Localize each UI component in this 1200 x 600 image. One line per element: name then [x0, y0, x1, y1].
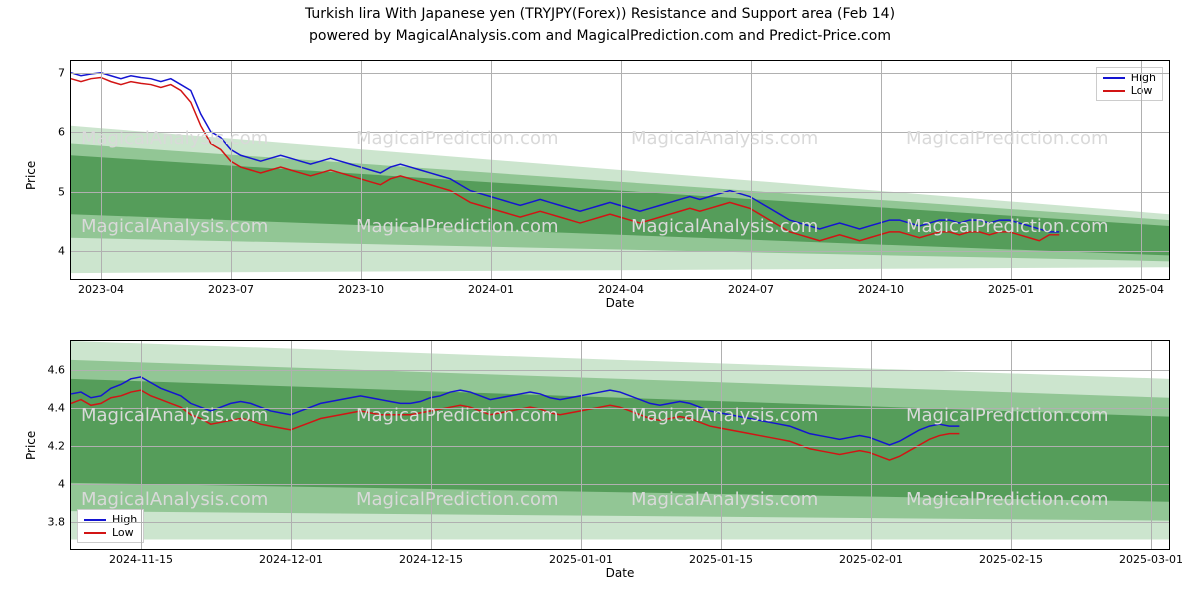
xtick-label: 2024-01	[468, 279, 514, 296]
xtick-label: 2024-11-15	[109, 549, 173, 566]
ytick-label: 4	[58, 478, 71, 491]
legend-row: Low	[84, 526, 137, 539]
top-xlabel: Date	[70, 296, 1170, 310]
xtick-label: 2025-04	[1118, 279, 1164, 296]
bottom-legend: High Low	[77, 509, 144, 543]
legend-row: High	[84, 513, 137, 526]
chart-subtitle: powered by MagicalAnalysis.com and Magic…	[0, 28, 1200, 44]
xtick-label: 2024-04	[598, 279, 644, 296]
legend-high-swatch	[1103, 77, 1125, 79]
bottom-xlabel: Date	[70, 566, 1170, 580]
chart-title: Turkish lira With Japanese yen (TRYJPY(F…	[0, 6, 1200, 22]
ytick-label: 4.6	[48, 363, 72, 376]
legend-low-label: Low	[112, 526, 134, 539]
xtick-label: 2024-12-15	[399, 549, 463, 566]
xtick-label: 2025-02-01	[839, 549, 903, 566]
ytick-label: 3.8	[48, 516, 72, 529]
top-plot: High Low 45672023-042023-072023-102024-0…	[70, 60, 1170, 280]
bottom-plot: High Low 3.844.24.44.62024-11-152024-12-…	[70, 340, 1170, 550]
legend-high-swatch	[84, 519, 106, 521]
legend-low-swatch	[1103, 90, 1125, 92]
legend-row: Low	[1103, 84, 1156, 97]
ytick-label: 6	[58, 126, 71, 139]
top-ylabel: Price	[24, 161, 38, 190]
ytick-label: 5	[58, 185, 71, 198]
xtick-label: 2023-07	[208, 279, 254, 296]
chart-figure: Turkish lira With Japanese yen (TRYJPY(F…	[0, 0, 1200, 600]
legend-high-label: High	[112, 513, 137, 526]
xtick-label: 2025-01-15	[689, 549, 753, 566]
xtick-label: 2024-07	[728, 279, 774, 296]
xtick-label: 2025-01-01	[549, 549, 613, 566]
xtick-label: 2025-01	[988, 279, 1034, 296]
ytick-label: 4.4	[48, 401, 72, 414]
xtick-label: 2023-04	[78, 279, 124, 296]
ytick-label: 4.2	[48, 440, 72, 453]
xtick-label: 2025-02-15	[979, 549, 1043, 566]
bottom-plot-svg	[71, 341, 1169, 549]
ytick-label: 4	[58, 245, 71, 258]
xtick-label: 2025-03-01	[1119, 549, 1183, 566]
xtick-label: 2023-10	[338, 279, 384, 296]
xtick-label: 2024-10	[858, 279, 904, 296]
ytick-label: 7	[58, 66, 71, 79]
bottom-ylabel: Price	[24, 431, 38, 460]
xtick-label: 2024-12-01	[259, 549, 323, 566]
top-plot-svg	[71, 61, 1169, 279]
legend-low-swatch	[84, 532, 106, 534]
